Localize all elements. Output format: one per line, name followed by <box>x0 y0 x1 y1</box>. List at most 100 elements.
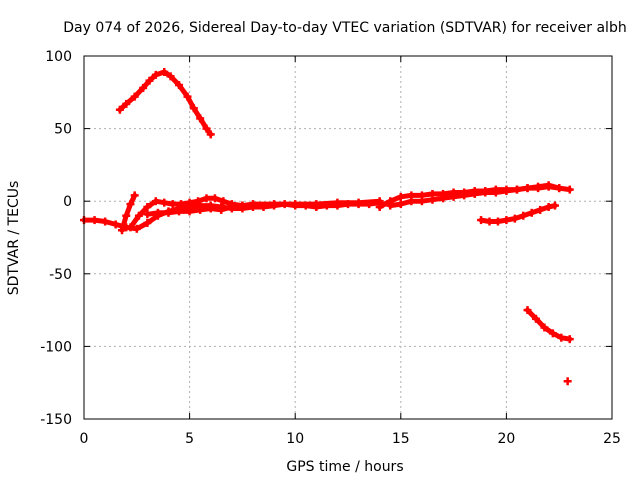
series-line <box>478 203 558 224</box>
y-tick-label: -50 <box>49 267 72 283</box>
data-point <box>527 208 536 217</box>
data-point <box>531 314 540 323</box>
data-series-base-c <box>126 194 247 232</box>
x-tick-label: 20 <box>497 431 515 447</box>
x-tick-label: 10 <box>286 431 304 447</box>
data-point <box>185 207 194 216</box>
data-point <box>153 208 162 217</box>
data-point <box>143 218 152 227</box>
data-point <box>396 200 405 209</box>
y-tick-label: 100 <box>45 49 72 65</box>
data-point <box>143 203 152 212</box>
data-point <box>145 76 154 85</box>
data-point <box>126 200 135 209</box>
data-point <box>122 211 131 220</box>
data-point <box>185 198 194 207</box>
data-point <box>449 192 458 201</box>
data-point <box>115 105 124 114</box>
data-point <box>481 188 490 197</box>
data-point <box>111 220 120 229</box>
data-point <box>139 83 148 92</box>
y-tick-label: 0 <box>63 194 72 210</box>
x-tick-label: 15 <box>392 431 410 447</box>
data-point <box>151 70 160 79</box>
tick-layer: 0 5 10 15 20 25 -150 -100 -50 0 50 100 <box>40 49 621 447</box>
data-point <box>563 377 572 386</box>
y-tick-label: 50 <box>54 122 72 138</box>
data-point <box>512 185 521 194</box>
data-point <box>470 189 479 198</box>
data-point <box>101 217 110 226</box>
data-point <box>160 198 169 207</box>
data-point <box>493 217 502 226</box>
data-point <box>206 130 215 139</box>
data-point <box>168 200 177 209</box>
x-tick-label: 25 <box>603 431 621 447</box>
data-point <box>428 195 437 204</box>
data-point <box>565 335 574 344</box>
data-point <box>491 188 500 197</box>
data-point <box>536 205 545 214</box>
data-series-low <box>523 306 574 344</box>
data-point <box>134 211 143 220</box>
data-point <box>151 197 160 206</box>
data-point <box>460 191 469 200</box>
data-series-base-d <box>143 197 384 219</box>
data-point <box>130 92 139 101</box>
y-tick-label: -150 <box>40 412 72 428</box>
data-point <box>510 214 519 223</box>
data-point <box>502 216 511 225</box>
data-point <box>196 114 205 123</box>
data-point <box>217 205 226 214</box>
data-point <box>210 194 219 203</box>
data-point <box>555 184 564 193</box>
data-point <box>175 207 184 216</box>
data-point <box>519 211 528 220</box>
data-series-dip <box>477 201 559 226</box>
series-line <box>119 192 138 233</box>
data-point <box>523 184 532 193</box>
data-point <box>206 204 215 213</box>
data-point <box>160 67 169 76</box>
data-point <box>540 323 549 332</box>
data-point <box>548 329 557 338</box>
data-point <box>122 99 131 108</box>
data-point <box>227 203 236 212</box>
data-series-outlier <box>563 377 572 386</box>
data-point <box>189 104 198 113</box>
data-point <box>270 200 279 209</box>
data-point <box>202 194 211 203</box>
data-point <box>143 210 152 219</box>
data-point <box>565 185 574 194</box>
data-point <box>194 197 203 206</box>
data-point <box>238 201 247 210</box>
data-point <box>164 208 173 217</box>
y-tick-label: -100 <box>40 339 72 355</box>
data-point <box>126 223 135 232</box>
data-point <box>439 194 448 203</box>
series-line <box>525 307 573 342</box>
plot-frame <box>83 55 613 420</box>
data-series-base-b <box>118 191 139 235</box>
data-series-rise-b <box>386 181 564 210</box>
data-point <box>202 124 211 133</box>
data-point <box>354 198 363 207</box>
series-line <box>117 69 214 137</box>
data-point <box>544 203 553 212</box>
data-point <box>502 187 511 196</box>
data-point <box>386 201 395 210</box>
data-point <box>312 200 321 209</box>
data-point <box>175 81 184 90</box>
data-point <box>183 92 192 101</box>
x-tick-label: 0 <box>80 431 89 447</box>
grid-layer <box>84 56 612 419</box>
data-layer <box>80 67 574 386</box>
data-point <box>166 72 175 81</box>
data-point <box>375 203 384 212</box>
x-tick-label: 5 <box>185 431 194 447</box>
data-series-arc-high <box>115 67 215 139</box>
data-point <box>534 182 543 191</box>
data-point <box>333 198 342 207</box>
